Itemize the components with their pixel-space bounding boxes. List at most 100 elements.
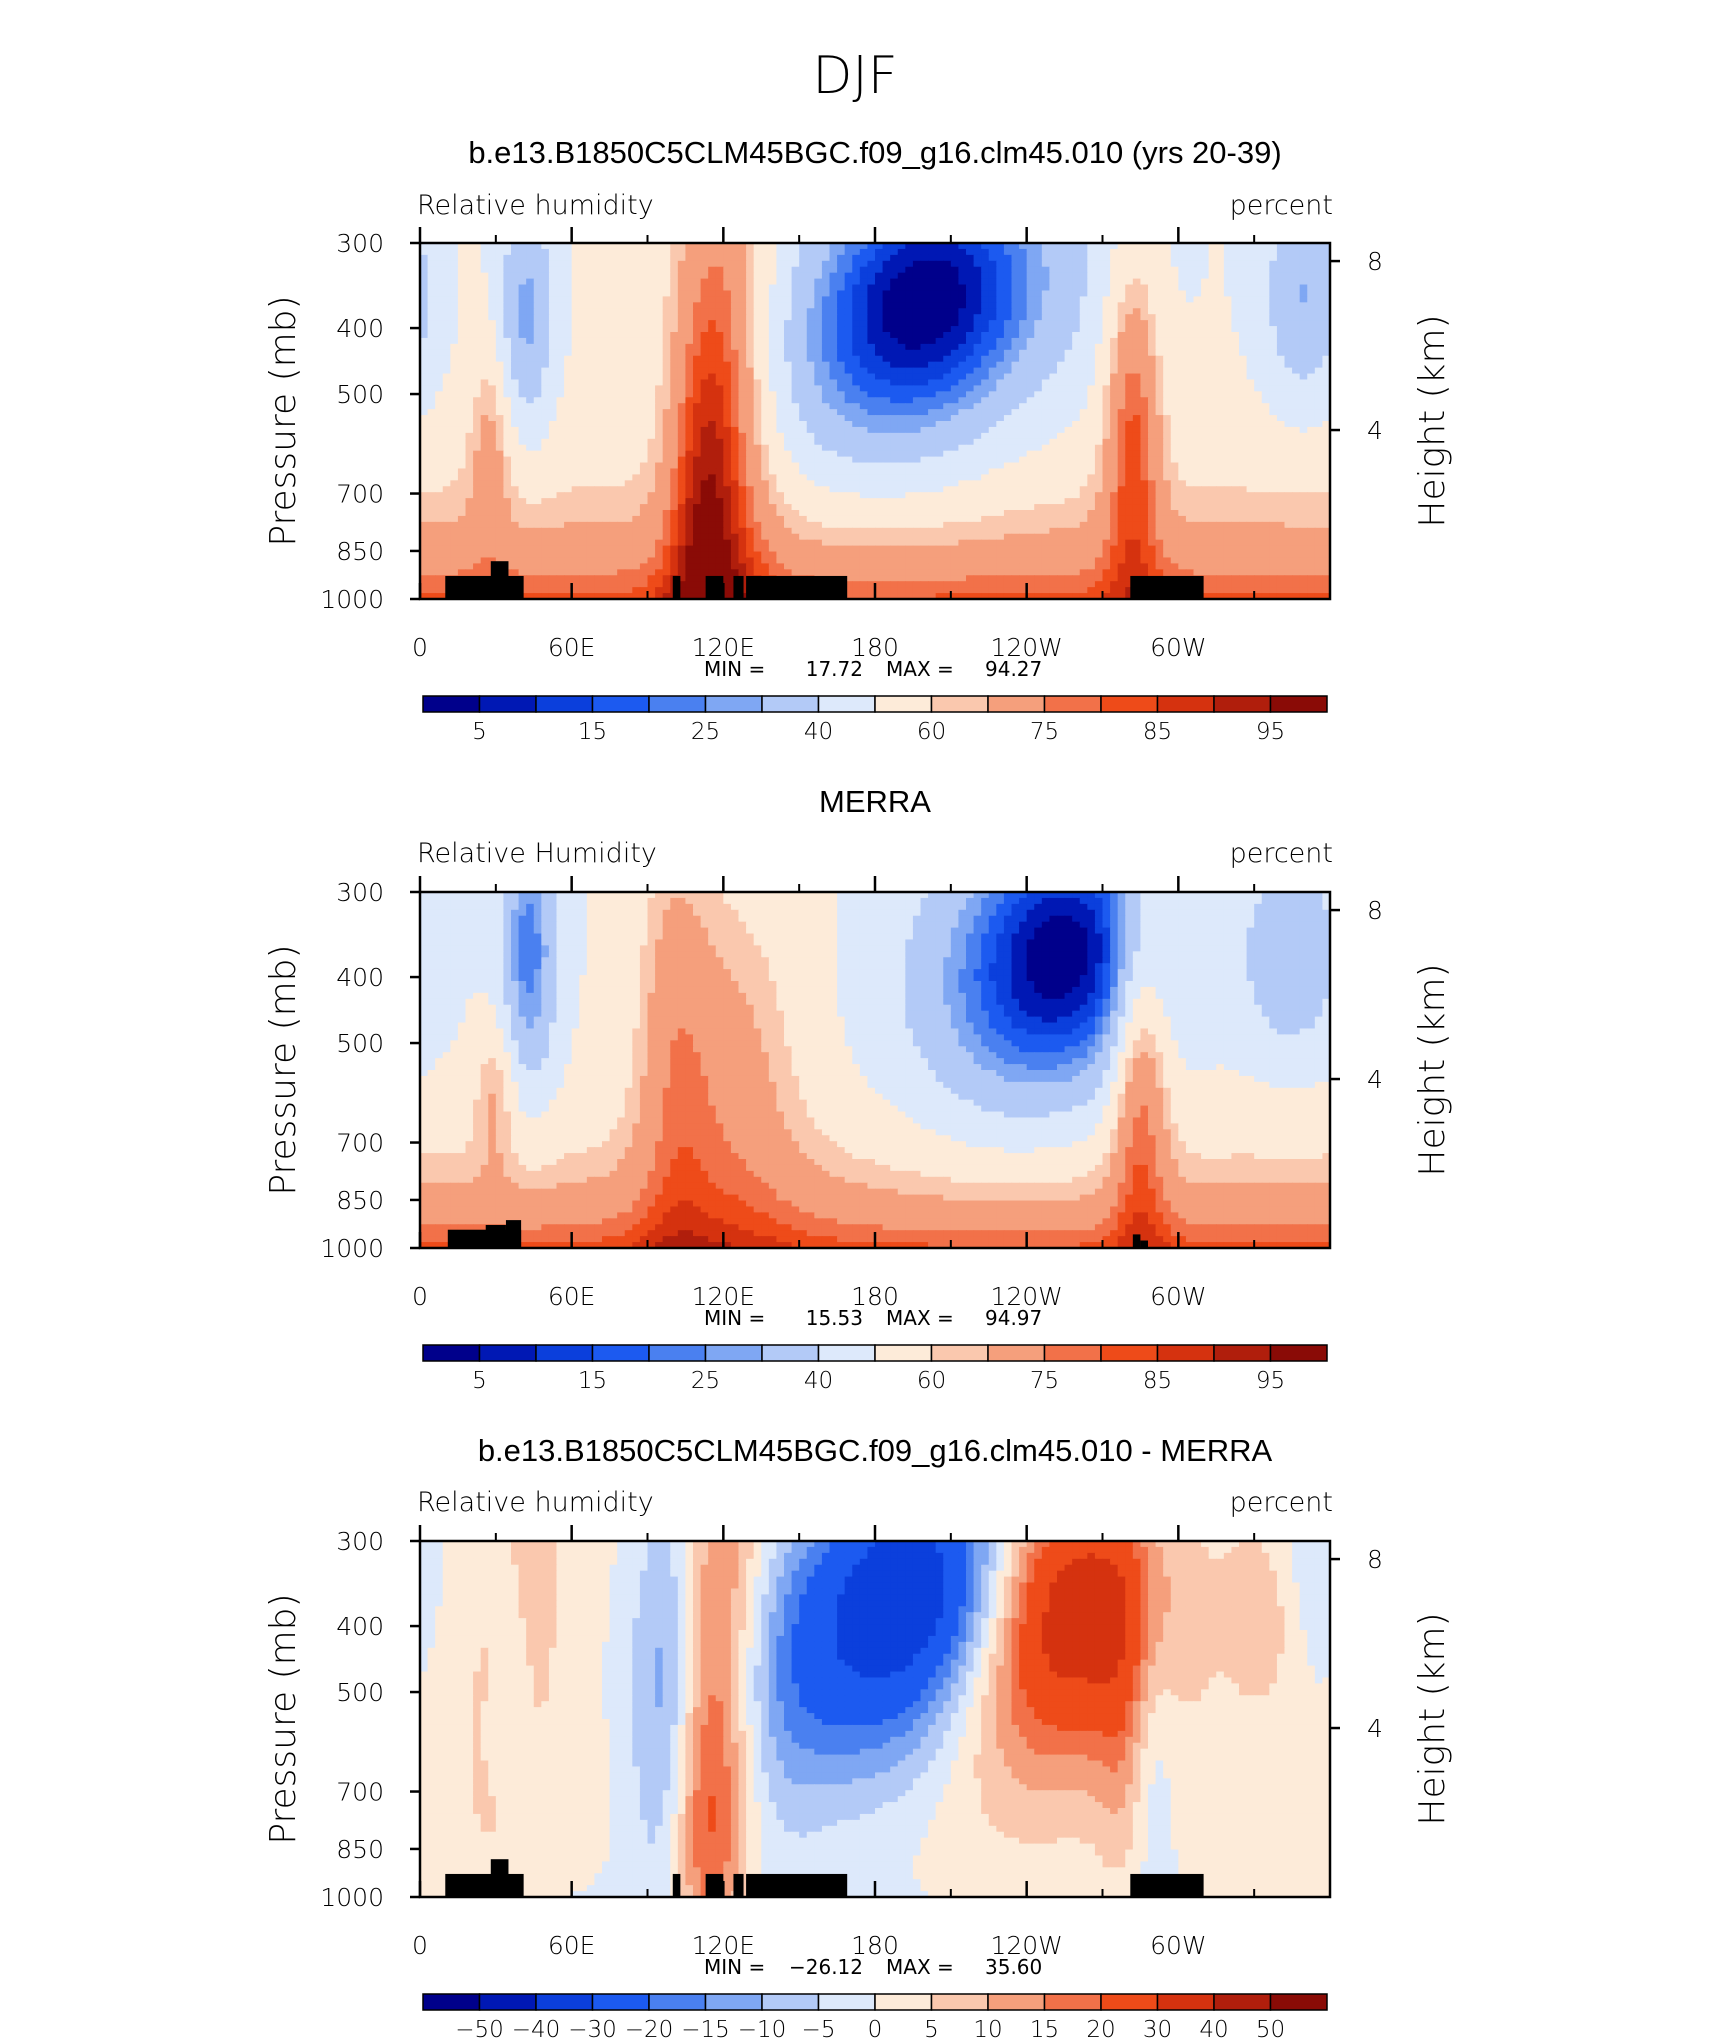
field-cell bbox=[1019, 444, 1028, 452]
field-cell bbox=[700, 290, 709, 297]
field-cell bbox=[829, 361, 838, 369]
chart-panel-1: b.e13.B1850C5CLM45BGC.f09_g16.clm45.010 … bbox=[263, 135, 1453, 745]
field-cell bbox=[784, 254, 793, 262]
field-cell bbox=[1072, 326, 1081, 333]
field-cell bbox=[1231, 474, 1240, 481]
field-cell bbox=[564, 278, 573, 286]
field-cell bbox=[859, 248, 869, 256]
field-cell bbox=[632, 290, 641, 297]
field-cell bbox=[1011, 403, 1020, 410]
field-cell bbox=[1201, 468, 1210, 475]
field-cell bbox=[776, 272, 785, 280]
field-cell bbox=[488, 415, 497, 422]
field-cell bbox=[450, 254, 459, 262]
field-cell bbox=[867, 296, 876, 303]
field-cell bbox=[768, 254, 778, 262]
field-cell bbox=[1193, 444, 1202, 452]
field-cell bbox=[465, 326, 474, 333]
field-cell bbox=[465, 266, 474, 274]
field-cell bbox=[1110, 355, 1119, 363]
field-cell bbox=[768, 361, 778, 369]
field-cell bbox=[776, 462, 785, 470]
field-cell bbox=[1072, 444, 1081, 452]
field-cell bbox=[890, 480, 899, 487]
field-cell bbox=[1003, 266, 1013, 274]
field-cell bbox=[586, 438, 596, 446]
field-cell bbox=[1322, 438, 1331, 446]
field-cell bbox=[1003, 243, 1013, 250]
field-cell bbox=[1314, 456, 1324, 464]
field-cell bbox=[1110, 308, 1119, 315]
field-cell bbox=[617, 349, 626, 357]
field-cell bbox=[693, 391, 702, 398]
field-cell bbox=[1148, 415, 1157, 422]
field-cell bbox=[1231, 343, 1240, 351]
field-cell bbox=[693, 284, 702, 292]
field-cell bbox=[776, 403, 785, 410]
field-cell bbox=[723, 421, 732, 428]
field-cell bbox=[1170, 355, 1179, 363]
field-cell bbox=[1276, 367, 1286, 375]
field-cell bbox=[571, 403, 580, 410]
field-cell bbox=[586, 308, 596, 315]
field-cell bbox=[958, 379, 967, 386]
field-cell bbox=[700, 421, 709, 428]
field-cell bbox=[700, 474, 709, 481]
field-cell bbox=[1254, 379, 1263, 386]
field-cell bbox=[799, 361, 808, 369]
field-cell bbox=[533, 415, 542, 422]
field-cell bbox=[806, 243, 815, 250]
field-cell bbox=[821, 450, 831, 458]
field-cell bbox=[1155, 444, 1164, 452]
field-cell bbox=[1148, 456, 1157, 464]
field-cell bbox=[943, 379, 952, 386]
field-cell bbox=[1003, 290, 1013, 297]
field-cell bbox=[1178, 272, 1187, 280]
field-cell bbox=[1216, 373, 1225, 381]
field-cell bbox=[1299, 343, 1308, 351]
field-cell bbox=[928, 260, 937, 268]
field-cell bbox=[548, 432, 558, 440]
field-cell bbox=[814, 415, 823, 422]
field-cell bbox=[1170, 367, 1179, 375]
field-cell bbox=[821, 403, 831, 410]
field-cell bbox=[996, 314, 1005, 321]
field-cell bbox=[495, 462, 505, 470]
field-cell bbox=[677, 438, 687, 446]
field-cell bbox=[746, 397, 755, 404]
field-cell bbox=[586, 302, 596, 309]
field-cell bbox=[541, 290, 550, 297]
field-cell bbox=[639, 355, 649, 363]
field-cell bbox=[1216, 474, 1225, 481]
field-cell bbox=[966, 266, 975, 274]
field-cell bbox=[1087, 409, 1096, 416]
field-cell bbox=[1170, 326, 1179, 333]
field-cell bbox=[503, 337, 512, 345]
field-cell bbox=[1292, 272, 1301, 280]
field-cell bbox=[548, 314, 558, 321]
field-cell bbox=[935, 361, 944, 369]
field-cell bbox=[829, 456, 838, 464]
field-cell bbox=[1223, 385, 1233, 392]
field-cell bbox=[1148, 320, 1157, 327]
field-cell bbox=[912, 409, 922, 416]
field-cell bbox=[746, 462, 755, 470]
field-cell bbox=[1140, 444, 1149, 452]
field-cell bbox=[852, 361, 861, 369]
field-cell bbox=[1049, 349, 1058, 357]
field-cell bbox=[928, 308, 937, 315]
field-cell bbox=[1299, 373, 1308, 381]
field-cell bbox=[647, 343, 656, 351]
field-cell bbox=[420, 415, 429, 422]
field-cell bbox=[617, 415, 626, 422]
field-cell bbox=[867, 379, 876, 386]
field-cell bbox=[1261, 438, 1270, 446]
field-cell bbox=[799, 254, 808, 262]
field-cell bbox=[920, 456, 929, 464]
field-cell bbox=[859, 421, 869, 428]
field-cell bbox=[1201, 254, 1210, 262]
field-cell bbox=[541, 367, 550, 375]
field-cell bbox=[1125, 379, 1134, 386]
field-cell bbox=[753, 486, 762, 493]
field-cell bbox=[1216, 337, 1225, 345]
